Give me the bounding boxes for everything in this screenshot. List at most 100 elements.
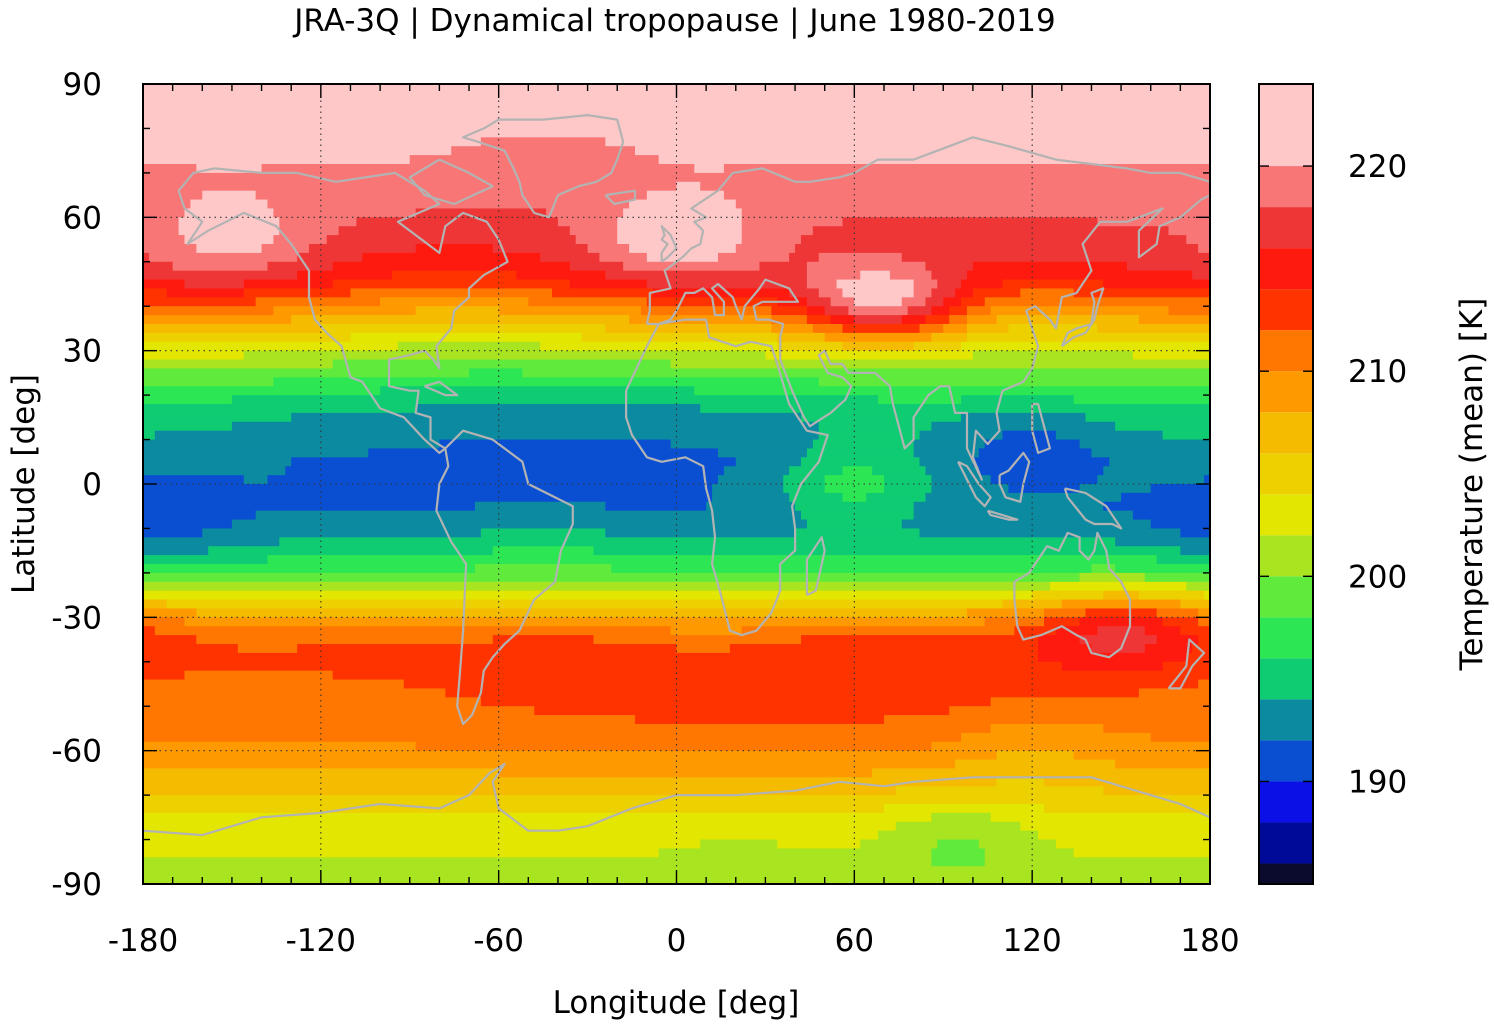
field-cell [326,235,577,245]
field-cell [474,501,606,512]
field-cell [546,208,624,218]
field-cell [202,528,482,538]
field-cell [368,448,719,458]
field-cell [676,644,731,654]
field-cell [800,235,1187,245]
field-cell [143,137,482,147]
field-cell [848,306,909,316]
field-cell [925,492,1122,503]
colorbar-segment [1259,863,1313,884]
field-cell [943,297,962,307]
x-tick-label: -180 [108,923,178,959]
field-cell [990,306,1170,316]
field-cell [320,324,606,334]
y-tick-label: 60 [63,200,102,236]
field-cell [143,537,280,547]
field-cell [895,786,1104,796]
field-cell [143,350,245,361]
field-cell [741,235,802,245]
field-cell [143,430,156,441]
field-cell [806,297,832,307]
field-cell [297,644,678,654]
field-cell [143,839,701,850]
field-cell [771,315,808,325]
colorbar-frame [1258,83,1314,885]
field-cell [1091,448,1210,458]
field-cell [415,306,500,316]
colorbar-tick-label: 220 [1348,149,1407,185]
field-cell [984,848,1075,858]
field-cell [143,288,168,298]
field-cell [623,261,761,272]
field-cell [143,412,292,423]
field-cell [777,839,861,850]
field-cell [961,412,1087,423]
field-cell [1014,626,1057,636]
field-cell [599,252,648,263]
field-cell [172,261,269,272]
field-cell [1044,608,1087,618]
field-cell [605,528,796,538]
field-cell [350,332,583,343]
field-cell [878,395,962,405]
field-cell [1115,759,1210,770]
field-cell [480,137,606,147]
colorbar-segment [1259,617,1313,659]
field-cell [415,208,547,218]
field-cell [143,199,192,210]
field-cell [1097,626,1146,636]
field-cell [492,546,595,556]
field-cell [1168,306,1210,316]
coastline [957,460,992,508]
field-cell [1138,688,1210,698]
field-cell [178,217,280,227]
field-cell [949,306,968,316]
field-cell [143,724,992,734]
field-cell [534,706,950,716]
field-cell [1138,590,1205,601]
field-cell [297,252,363,263]
field-cell [629,199,737,210]
field-cell [143,528,203,538]
colorbar-label: Temperature (mean) [K] [1454,298,1490,672]
field-cell [901,315,927,325]
field-cell [913,279,938,290]
field-cell [1103,279,1210,290]
field-cell [789,288,820,298]
field-cell [658,848,932,858]
field-cell [178,226,280,236]
field-cell [646,279,808,290]
field-cell [273,235,328,245]
field-cell [148,252,298,263]
field-cell [972,457,1110,467]
field-cell [883,475,932,485]
field-cell [972,261,1128,272]
field-cell [818,421,932,432]
field-cell [925,315,950,325]
colorbar-segment [1259,535,1313,577]
field-cell [403,679,1199,690]
field-cell [700,839,778,850]
field-cell [184,235,275,245]
colorbar-segment [1259,412,1313,454]
field-cell [143,715,636,725]
field-cell [184,279,245,290]
coastline [604,189,637,206]
colorbar-segment [1259,453,1313,495]
field-cell [1044,617,1081,627]
x-tick-label: 180 [1180,923,1239,959]
x-axis-label: Longitude [deg] [553,985,800,1021]
field-cell [830,297,855,307]
colorbar-segment [1259,576,1313,618]
field-cell [415,741,932,752]
field-cell [231,421,820,432]
field-cell [255,190,648,201]
field-cell [143,501,476,512]
field-cell [842,217,1098,227]
field-cell [931,812,992,823]
field-cell [795,244,1199,254]
field-cell [919,528,1181,538]
field-cell [208,546,494,556]
